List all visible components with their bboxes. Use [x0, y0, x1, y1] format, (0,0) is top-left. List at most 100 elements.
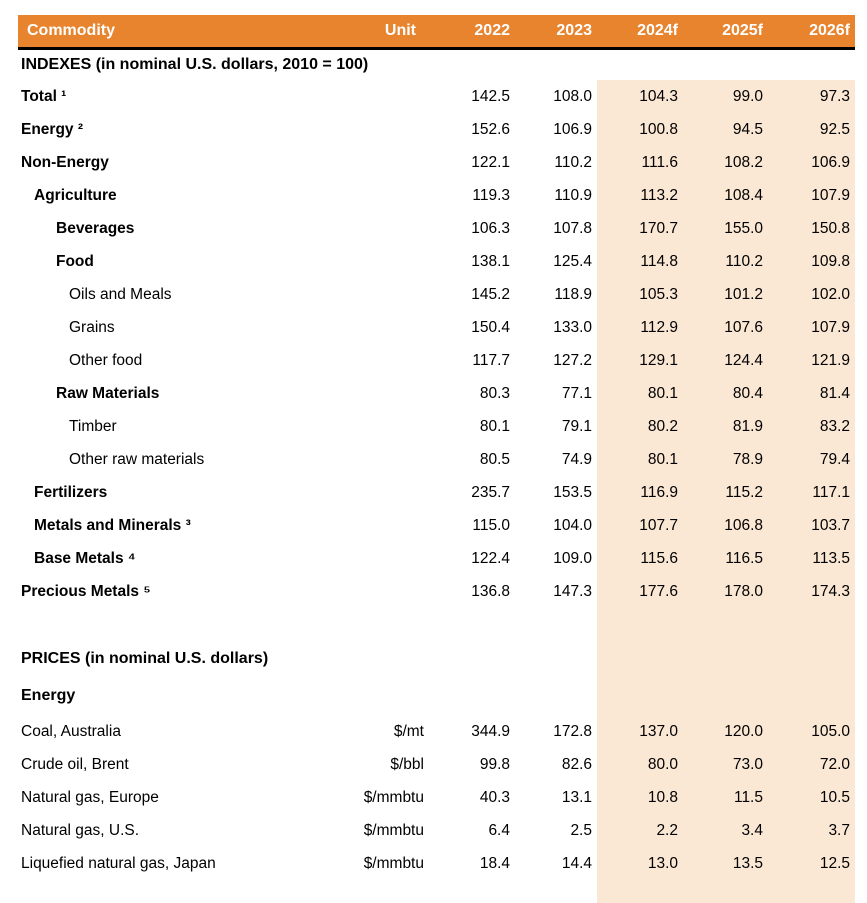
unit-cell [343, 575, 428, 608]
unit-cell: $/mt [393, 722, 424, 740]
value-cell-2025f: 116.5 [683, 542, 768, 575]
table-row: Grains 150.4 133.0 112.9 107.6 107.9 [18, 311, 855, 344]
row-label: Liquefied natural gas, Japan [21, 854, 216, 872]
value-cell-2022: 40.3 [479, 788, 510, 806]
value-cell-2025f: 107.6 [683, 311, 768, 344]
value-cell-2026f: 113.5 [768, 542, 855, 575]
table-row: Other raw materials 80.5 74.9 80.1 78.9 79.4 [18, 443, 855, 476]
value-cell-2022: 80.1 [479, 417, 510, 435]
section-title: PRICES (in nominal U.S. dollars) [21, 650, 269, 667]
value-cell-2026f: 107.9 [768, 311, 855, 344]
table-row: Natural gas, U.S. $/mmbtu 6.4 2.5 2.2 3.4 3.7 [18, 814, 855, 847]
value-cell-2023: 77.1 [561, 384, 592, 402]
empty-cell [18, 880, 597, 903]
unit-cell [343, 476, 428, 509]
value-cell-2023: 104.0 [553, 516, 592, 534]
unit-cell [343, 212, 428, 245]
value-cell-2026f: 103.7 [768, 509, 855, 542]
row-label: Other food [69, 351, 143, 369]
value-cell-2023: 106.9 [553, 120, 592, 138]
col-header-2026f: 2026f [809, 22, 850, 39]
table-row: Liquefied natural gas, Japan $/mmbtu 18.4 1… [18, 847, 855, 880]
value-cell-2024f: 129.1 [597, 344, 683, 377]
value-cell-2026f: 92.5 [768, 113, 855, 146]
value-cell-2023: 125.4 [553, 252, 592, 270]
value-cell-2022: 142.5 [471, 87, 510, 105]
value-cell-2024f: 137.0 [597, 715, 683, 748]
value-cell-2025f: 106.8 [683, 509, 768, 542]
value-cell-2024f: 112.9 [597, 311, 683, 344]
value-cell-2024f: 13.0 [597, 847, 683, 880]
value-cell-2024f: 177.6 [597, 575, 683, 608]
table-row: Food 138.1 125.4 114.8 110.2 109.8 [18, 245, 855, 278]
value-cell-2024f: 116.9 [597, 476, 683, 509]
table-header-row: Commodity Unit 2022 2023 2024f 2025f 2026f [18, 15, 855, 50]
value-cell-2022: 122.4 [471, 549, 510, 567]
value-cell-2023: 79.1 [561, 417, 592, 435]
value-cell-2026f: 121.9 [768, 344, 855, 377]
row-label: Natural gas, Europe [21, 788, 159, 806]
filler-row [18, 880, 855, 903]
value-cell-2025f: 115.2 [683, 476, 768, 509]
table-body: INDEXES (in nominal U.S. dollars, 2010 =… [18, 50, 855, 903]
table-row: Fertilizers 235.7 153.5 116.9 115.2 117.1 [18, 476, 855, 509]
value-cell-2025f: 80.4 [683, 377, 768, 410]
row-label: Timber [69, 417, 117, 435]
value-cell-2022: 152.6 [471, 120, 510, 138]
value-cell-2024f: 107.7 [597, 509, 683, 542]
value-cell-2022: 145.2 [471, 285, 510, 303]
unit-cell: $/mmbtu [363, 788, 424, 806]
value-cell-2024f: 113.2 [597, 179, 683, 212]
value-cell-2023: 13.1 [561, 788, 592, 806]
table-row: Precious Metals ⁵ 136.8 147.3 177.6 178.0 174… [18, 575, 855, 608]
table-row: Crude oil, Brent $/bbl 99.8 82.6 80.0 73.0 72.… [18, 748, 855, 781]
value-cell-2025f: 78.9 [683, 443, 768, 476]
table-row: Non-Energy 122.1 110.2 111.6 108.2 106.9 [18, 146, 855, 179]
value-cell-2025f: 120.0 [683, 715, 768, 748]
row-label: Base Metals ⁴ [34, 549, 136, 567]
value-cell-2022: 115.0 [472, 516, 510, 534]
row-label: Coal, Australia [21, 722, 121, 740]
row-label: Raw Materials [56, 384, 160, 402]
value-cell-2023: 82.6 [561, 755, 592, 773]
forecast-band-cell [597, 641, 683, 677]
row-label: Grains [69, 318, 115, 336]
row-label: Beverages [56, 219, 135, 237]
row-label: Other raw materials [69, 450, 205, 468]
value-cell-2023: 172.8 [553, 722, 592, 740]
commodity-price-table: Commodity Unit 2022 2023 2024f 2025f 2026f I… [18, 15, 855, 903]
unit-cell: $/bbl [390, 755, 424, 773]
table-row: Timber 80.1 79.1 80.2 81.9 83.2 [18, 410, 855, 443]
value-cell-2023: 14.4 [561, 854, 592, 872]
value-cell-2023: 2.5 [570, 821, 592, 839]
value-cell-2025f: 108.4 [683, 179, 768, 212]
value-cell-2026f: 10.5 [768, 781, 855, 814]
value-cell-2022: 119.3 [472, 186, 510, 204]
value-cell-2022: 106.3 [471, 219, 510, 237]
table-row: Metals and Minerals ³ 115.0 104.0 107.7 106.… [18, 509, 855, 542]
value-cell-2026f: 150.8 [768, 212, 855, 245]
unit-cell [343, 113, 428, 146]
forecast-band-cell [683, 608, 768, 641]
row-label: Food [56, 252, 94, 270]
value-cell-2022: 80.5 [479, 450, 510, 468]
value-cell-2022: 235.7 [471, 483, 510, 501]
unit-cell [343, 542, 428, 575]
value-cell-2024f: 2.2 [597, 814, 683, 847]
table-row: Base Metals ⁴ 122.4 109.0 115.6 116.5 113.5 [18, 542, 855, 575]
value-cell-2025f: 73.0 [683, 748, 768, 781]
unit-cell [343, 278, 428, 311]
value-cell-2024f: 105.3 [597, 278, 683, 311]
value-cell-2024f: 114.8 [597, 245, 683, 278]
value-cell-2025f: 3.4 [683, 814, 768, 847]
unit-cell: $/mmbtu [363, 854, 424, 872]
unit-cell [343, 146, 428, 179]
table-row: Total ¹ 142.5 108.0 104.3 99.0 97.3 [18, 80, 855, 113]
value-cell-2024f: 100.8 [597, 113, 683, 146]
value-cell-2026f: 105.0 [768, 715, 855, 748]
value-cell-2023: 110.2 [554, 153, 592, 171]
unit-cell [343, 245, 428, 278]
value-cell-2026f: 72.0 [768, 748, 855, 781]
value-cell-2022: 138.1 [471, 252, 510, 270]
